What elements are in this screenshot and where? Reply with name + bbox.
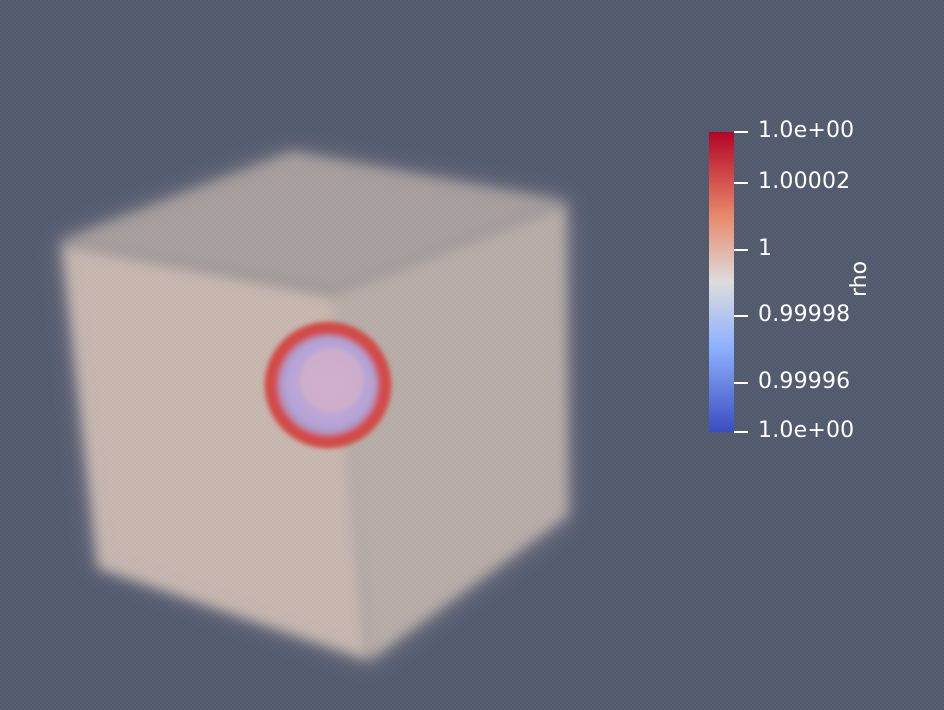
colorbar-tick-label: 0.99996 xyxy=(758,369,851,394)
colorbar-tick-label: 0.99998 xyxy=(758,302,851,327)
colorbar-tick xyxy=(734,315,748,317)
colorbar-tick xyxy=(734,431,748,433)
density-sphere xyxy=(264,321,392,449)
color-legend: 1.0e+00 1.00002 1 0.99998 0.99996 1.0e+0… xyxy=(708,120,908,442)
colorbar-tick-label: 1.0e+00 xyxy=(758,418,855,443)
colorbar-tick xyxy=(734,382,748,384)
colorbar-tick-label: 1.0e+00 xyxy=(758,118,855,143)
colorbar-tick xyxy=(734,182,748,184)
colorbar-tick xyxy=(734,131,748,133)
colorbar-tick-label: 1 xyxy=(758,236,773,261)
colorbar-tick xyxy=(734,249,748,251)
colorbar-title: rho xyxy=(847,260,872,298)
colorbar xyxy=(709,132,734,432)
colorbar-tick-label: 1.00002 xyxy=(758,169,851,194)
